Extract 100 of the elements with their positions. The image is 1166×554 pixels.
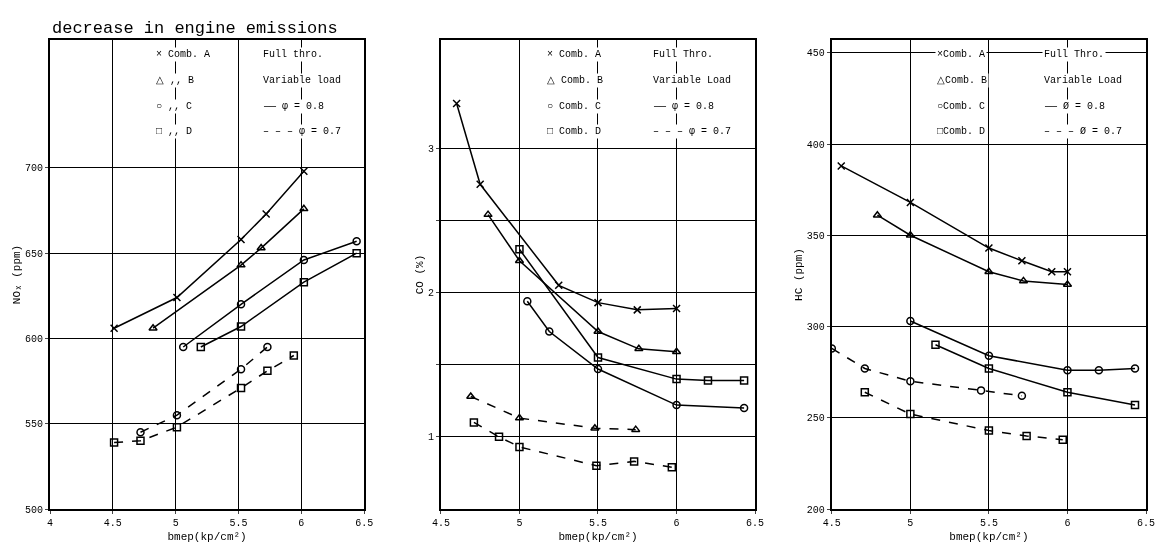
annotation: —— Ø = 0.8 (1044, 101, 1106, 112)
x-tick-label: 6.5 (746, 518, 765, 529)
point (633, 305, 642, 315)
point (1017, 391, 1027, 401)
annotation: Variable Load (653, 75, 732, 86)
point (872, 210, 883, 218)
y-tick-label: 700 (24, 163, 43, 175)
point (739, 403, 749, 413)
point (483, 210, 493, 218)
point (515, 245, 524, 254)
point (703, 376, 713, 385)
point (1022, 431, 1031, 441)
point (352, 248, 361, 258)
point (1058, 435, 1067, 444)
annotation: Full thro. (263, 49, 324, 60)
y-tick-label: 3 (427, 143, 434, 155)
point (236, 383, 246, 393)
annotation: Variable load (263, 75, 342, 86)
annotation: ○ Comb. C (547, 101, 602, 112)
point (289, 351, 299, 360)
y-tick-label: 250 (806, 413, 825, 425)
point (256, 243, 266, 251)
annotation: ×Comb. A (937, 49, 986, 60)
annotation: Full Thro. (653, 49, 714, 60)
point (1094, 366, 1104, 375)
point (984, 426, 994, 435)
point (514, 413, 525, 421)
annotation: ○ ,, C (156, 101, 193, 112)
point (236, 364, 246, 374)
x-tick-label: 4 (46, 518, 54, 529)
point (984, 364, 994, 373)
point (984, 351, 994, 360)
point (352, 236, 361, 246)
x-tick-label: 6 (673, 518, 680, 529)
point (545, 327, 554, 336)
annotation: – – – φ = 0.7 (653, 126, 732, 137)
point (860, 364, 870, 373)
annotation: △Comb. B (937, 75, 988, 86)
y-axis-title: HC (ppm) (792, 248, 805, 301)
point (469, 418, 479, 427)
point (593, 327, 603, 334)
x-tick-label: 4.5 (103, 518, 122, 529)
point (299, 204, 309, 212)
point (672, 400, 681, 410)
x-tick-label: 6 (1064, 518, 1071, 529)
y-tick-label: 400 (806, 139, 825, 151)
point (299, 277, 309, 287)
point (236, 260, 246, 268)
x-tick-label: 4.5 (822, 518, 841, 529)
point (136, 428, 145, 437)
y-tick-label: 450 (806, 48, 825, 60)
point (109, 438, 119, 447)
annotation: —— φ = 0.8 (263, 101, 325, 112)
point (671, 347, 682, 355)
y-tick-label: 2 (427, 288, 434, 300)
chart-title: decrease in engine emissions (52, 19, 338, 38)
point (1062, 280, 1073, 288)
x-axis-title: bmep(kp/cm²) (949, 530, 1029, 543)
x-tick-label: 5.5 (229, 518, 248, 529)
point (148, 323, 158, 331)
annotation: □ ,, D (156, 126, 193, 137)
point (667, 462, 677, 472)
y-tick-label: 600 (24, 333, 43, 345)
point (593, 298, 603, 307)
point (634, 344, 644, 352)
point (136, 436, 145, 446)
point (236, 300, 246, 309)
point (494, 432, 504, 442)
annotation: Variable Load (1044, 75, 1123, 86)
annotation: □ Comb. D (547, 126, 602, 137)
annotation: – – – Ø = 0.7 (1044, 126, 1123, 137)
point (1063, 387, 1072, 397)
point (236, 322, 246, 331)
annotation: △ Comb. B (547, 75, 604, 86)
point (263, 366, 272, 376)
x-tick-label: 6.5 (355, 518, 374, 529)
annotation: △ ,, B (156, 75, 195, 86)
point (931, 340, 940, 350)
point (1018, 276, 1029, 284)
x-axis-title: bmep(kp/cm²) (558, 530, 638, 543)
point (672, 374, 681, 384)
x-tick-label: 5.5 (979, 518, 998, 529)
annotation: – – – φ = 0.7 (263, 126, 342, 137)
point (590, 423, 600, 431)
y-tick-label: 550 (24, 419, 43, 431)
point (906, 316, 915, 326)
annotation: —— φ = 0.8 (653, 101, 715, 112)
y-axis-title: NOₓ (ppm) (11, 244, 24, 305)
point (630, 425, 641, 433)
point (196, 342, 206, 352)
point (515, 442, 524, 452)
annotation: □Comb. D (937, 126, 986, 137)
annotation: ○Comb. C (937, 101, 986, 112)
point (1130, 400, 1140, 410)
x-tick-label: 6.5 (1137, 518, 1156, 529)
point (263, 342, 272, 352)
point (906, 377, 915, 386)
point (523, 296, 532, 306)
y-axis-title: CO (%) (414, 254, 427, 295)
y-tick-label: 1 (427, 432, 434, 444)
